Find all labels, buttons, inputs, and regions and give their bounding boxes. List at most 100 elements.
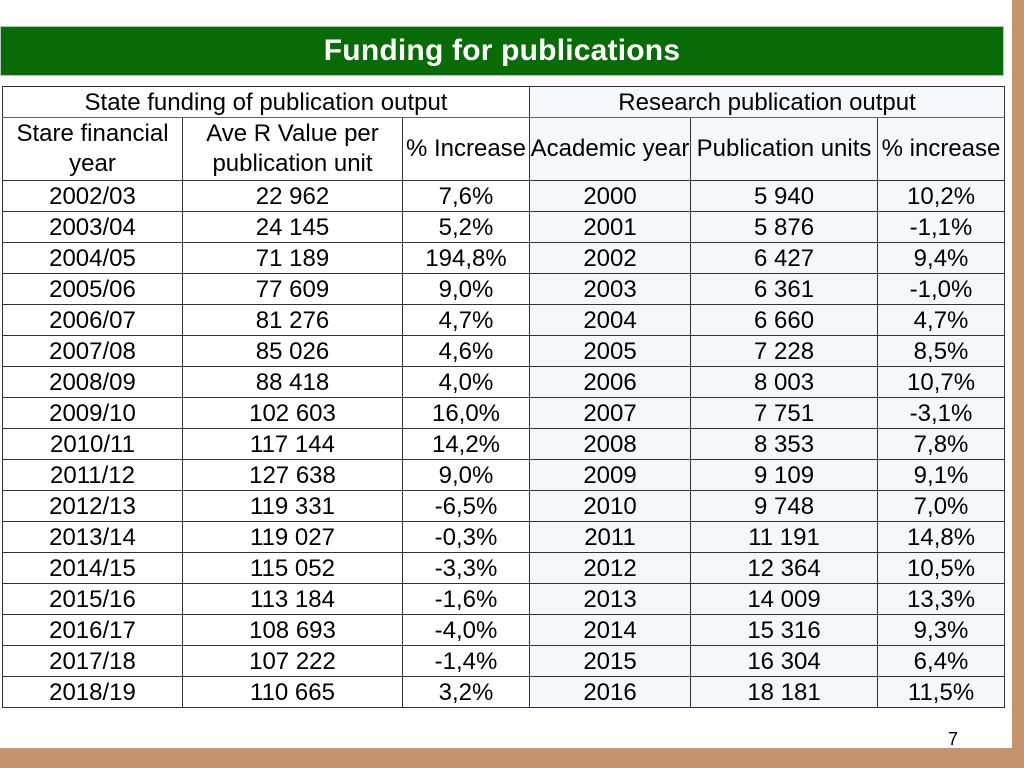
cell-publication-units: 8 353 [690, 428, 879, 460]
cell-academic-year: 2003 [529, 273, 692, 305]
table-row: 2004/05 71 189 194,8% 2002 6 427 9,4% [2, 242, 1006, 274]
cell-output-increase: 7,0% [877, 490, 1006, 522]
cell-output-increase: 13,3% [877, 583, 1006, 615]
cell-output-increase: 10,7% [877, 366, 1006, 398]
cell-funding-increase: -4,0% [401, 614, 531, 646]
cell-academic-year: 2015 [529, 645, 692, 677]
cell-output-increase: 4,7% [877, 304, 1006, 336]
cell-output-increase: 8,5% [877, 335, 1006, 367]
cell-funding-increase: 7,6% [401, 180, 531, 212]
cell-academic-year: 2000 [529, 180, 692, 212]
cell-funding-increase: 14,2% [401, 428, 531, 460]
column-header-row: Stare financial year Ave R Value per pub… [2, 117, 1006, 181]
cell-output-increase: -1,0% [877, 273, 1006, 305]
cell-publication-units: 5 940 [690, 180, 879, 212]
cell-ave-r-value: 71 189 [182, 242, 403, 274]
cell-ave-r-value: 81 276 [182, 304, 403, 336]
cell-academic-year: 2009 [529, 459, 692, 491]
group-header-state-funding: State funding of publication output [1, 86, 531, 118]
cell-financial-year: 2013/14 [2, 521, 183, 553]
cell-funding-increase: -6,5% [401, 490, 531, 522]
cell-academic-year: 2014 [529, 614, 692, 646]
table-row: 2003/04 24 145 5,2% 2001 5 876 -1,1% [2, 211, 1006, 243]
cell-funding-increase: 4,6% [401, 335, 531, 367]
cell-publication-units: 6 427 [690, 242, 879, 274]
cell-publication-units: 7 228 [690, 335, 879, 367]
table-body: 2002/03 22 962 7,6% 2000 5 940 10,2% 2003/04 24… [2, 180, 1006, 708]
table-row: 2016/17 108 693 -4,0% 2014 15 316 9,3% [2, 614, 1006, 646]
cell-funding-increase: -3,3% [401, 552, 531, 584]
cell-publication-units: 12 364 [690, 552, 879, 584]
cell-publication-units: 8 003 [690, 366, 879, 398]
cell-ave-r-value: 107 222 [182, 645, 403, 677]
column-header-financial-year: Stare financial year [2, 117, 183, 181]
cell-academic-year: 2004 [529, 304, 692, 336]
cell-funding-increase: -0,3% [401, 521, 531, 553]
cell-financial-year: 2002/03 [2, 180, 183, 212]
cell-financial-year: 2016/17 [2, 614, 183, 646]
table-row: 2011/12 127 638 9,0% 2009 9 109 9,1% [2, 459, 1006, 491]
slide-title: Funding for publications [323, 34, 681, 67]
cell-funding-increase: 16,0% [401, 397, 531, 429]
column-header-funding-increase: % Increase [401, 117, 531, 181]
cell-output-increase: -3,1% [877, 397, 1006, 429]
cell-financial-year: 2010/11 [2, 428, 183, 460]
table-row: 2012/13 119 331 -6,5% 2010 9 748 7,0% [2, 490, 1006, 522]
cell-financial-year: 2011/12 [2, 459, 183, 491]
cell-academic-year: 2011 [529, 521, 692, 553]
cell-academic-year: 2007 [529, 397, 692, 429]
cell-ave-r-value: 85 026 [182, 335, 403, 367]
table-row: 2008/09 88 418 4,0% 2006 8 003 10,7% [2, 366, 1006, 398]
cell-ave-r-value: 110 665 [182, 676, 403, 708]
cell-funding-increase: 9,0% [401, 459, 531, 491]
cell-financial-year: 2017/18 [2, 645, 183, 677]
table-row: 2014/15 115 052 -3,3% 2012 12 364 10,5% [2, 552, 1006, 584]
cell-financial-year: 2009/10 [2, 397, 183, 429]
table-row: 2018/19 110 665 3,2% 2016 18 181 11,5% [2, 676, 1006, 708]
cell-publication-units: 6 361 [690, 273, 879, 305]
cell-ave-r-value: 113 184 [182, 583, 403, 615]
group-header-research-output: Research publication output [529, 86, 1006, 118]
cell-academic-year: 2008 [529, 428, 692, 460]
cell-publication-units: 6 660 [690, 304, 879, 336]
page-number: 7 [948, 729, 959, 749]
column-header-publication-units: Publication units [690, 117, 879, 181]
cell-ave-r-value: 24 145 [182, 211, 403, 243]
cell-financial-year: 2008/09 [2, 366, 183, 398]
cell-academic-year: 2010 [529, 490, 692, 522]
table-row: 2005/06 77 609 9,0% 2003 6 361 -1,0% [2, 273, 1006, 305]
table-row: 2015/16 113 184 -1,6% 2013 14 009 13,3% [2, 583, 1006, 615]
title-bar: Funding for publications [0, 26, 1004, 76]
cell-financial-year: 2003/04 [2, 211, 183, 243]
cell-output-increase: 7,8% [877, 428, 1006, 460]
cell-ave-r-value: 22 962 [182, 180, 403, 212]
cell-ave-r-value: 108 693 [182, 614, 403, 646]
table-row: 2002/03 22 962 7,6% 2000 5 940 10,2% [2, 180, 1006, 212]
cell-funding-increase: 4,7% [401, 304, 531, 336]
cell-output-increase: 10,5% [877, 552, 1006, 584]
cell-financial-year: 2015/16 [2, 583, 183, 615]
cell-output-increase: 11,5% [877, 676, 1006, 708]
table-row: 2007/08 85 026 4,6% 2005 7 228 8,5% [2, 335, 1006, 367]
table-row: 2013/14 119 027 -0,3% 2011 11 191 14,8% [2, 521, 1006, 553]
cell-funding-increase: 4,0% [401, 366, 531, 398]
cell-financial-year: 2007/08 [2, 335, 183, 367]
cell-funding-increase: 194,8% [401, 242, 531, 274]
cell-financial-year: 2005/06 [2, 273, 183, 305]
cell-output-increase: -1,1% [877, 211, 1006, 243]
cell-output-increase: 10,2% [877, 180, 1006, 212]
cell-publication-units: 14 009 [690, 583, 879, 615]
cell-financial-year: 2014/15 [2, 552, 183, 584]
cell-ave-r-value: 115 052 [182, 552, 403, 584]
table-row: 2017/18 107 222 -1,4% 2015 16 304 6,4% [2, 645, 1006, 677]
cell-academic-year: 2016 [529, 676, 692, 708]
cell-financial-year: 2018/19 [2, 676, 183, 708]
slide: Funding for publications State funding o… [0, 0, 1012, 749]
cell-publication-units: 7 751 [690, 397, 879, 429]
cell-ave-r-value: 127 638 [182, 459, 403, 491]
cell-funding-increase: -1,6% [401, 583, 531, 615]
cell-academic-year: 2006 [529, 366, 692, 398]
cell-academic-year: 2012 [529, 552, 692, 584]
cell-publication-units: 16 304 [690, 645, 879, 677]
cell-funding-increase: 3,2% [401, 676, 531, 708]
